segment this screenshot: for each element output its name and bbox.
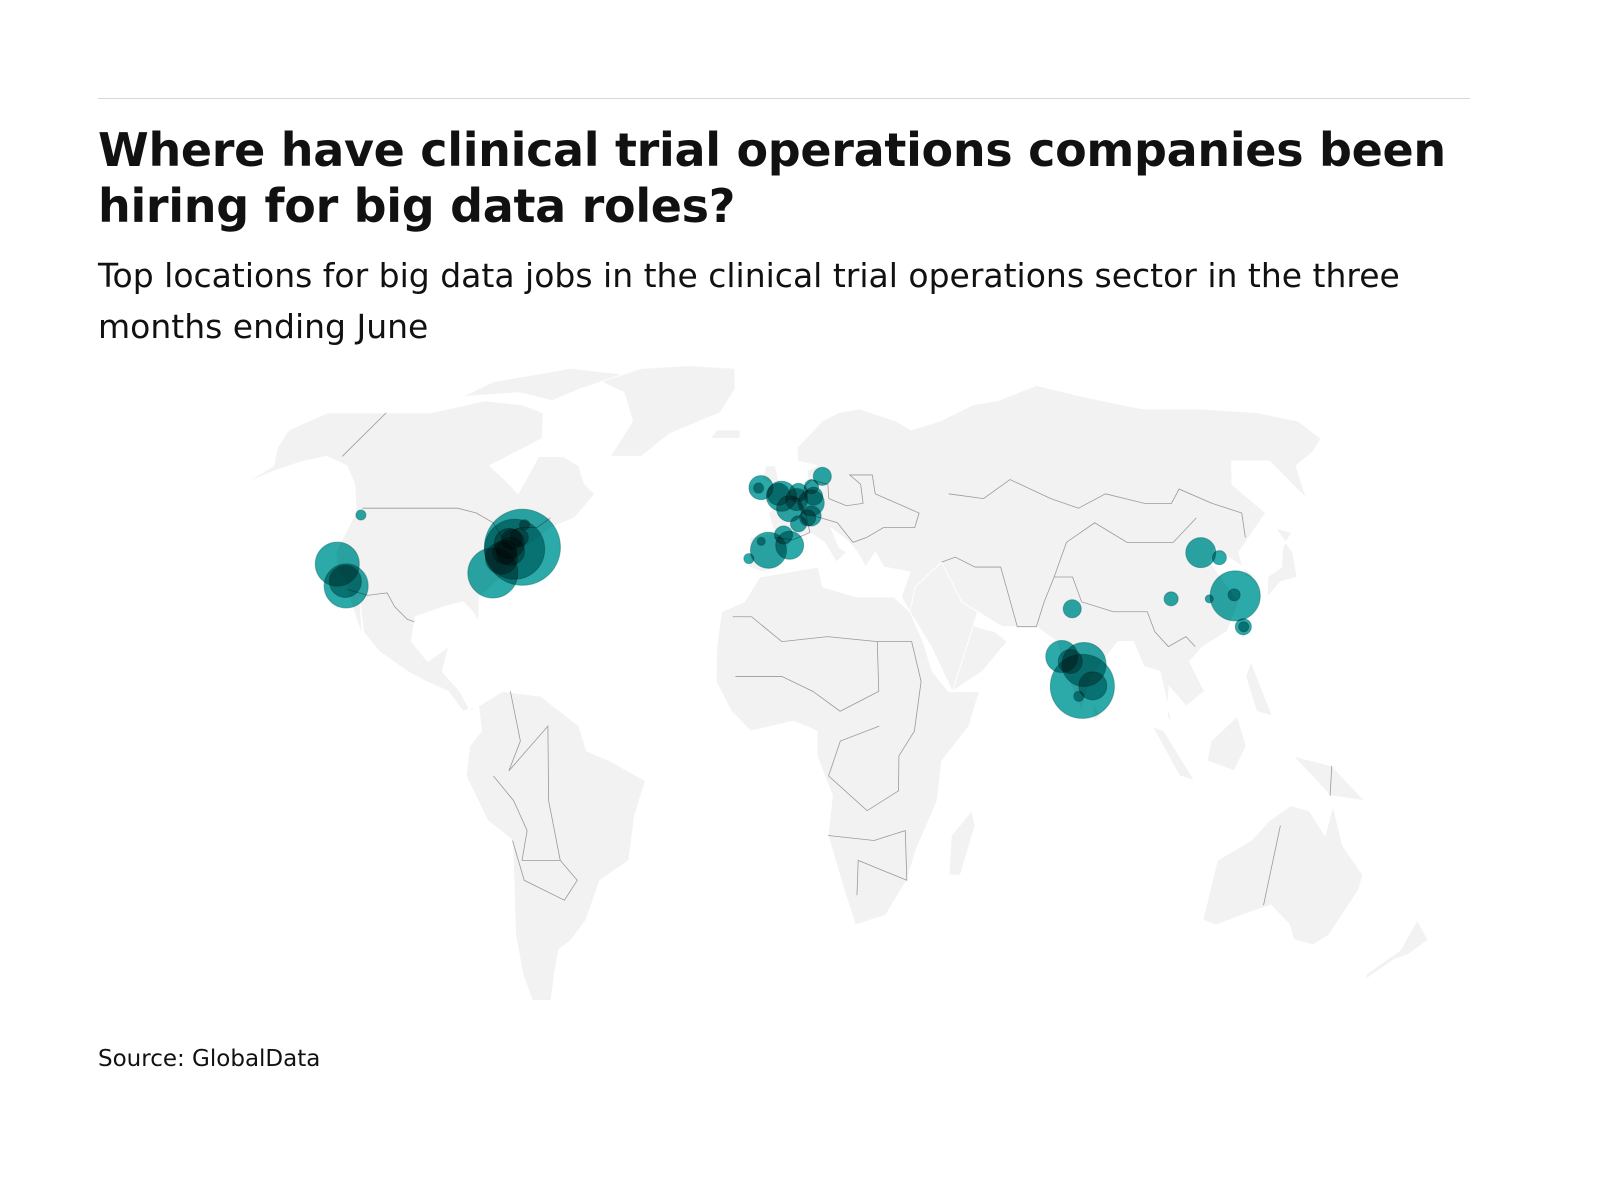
- landmass-africa: [715, 566, 981, 926]
- alaska-canada-border: [341, 412, 387, 457]
- landmass-greenland: [600, 364, 736, 457]
- south-america-borders: [492, 691, 561, 861]
- location-bubble[interactable]: [753, 482, 765, 494]
- landmass-australia: [1202, 805, 1364, 946]
- landmass-new-guinea: [1291, 755, 1367, 802]
- location-bubble[interactable]: [743, 553, 755, 565]
- location-bubble[interactable]: [812, 466, 832, 486]
- asia-borders: [941, 556, 1196, 648]
- location-bubble[interactable]: [790, 515, 808, 533]
- location-bubble[interactable]: [1204, 594, 1214, 604]
- location-bubble[interactable]: [1211, 550, 1227, 566]
- location-bubble[interactable]: [1227, 588, 1241, 602]
- asia-borders-3: [1053, 517, 1197, 578]
- africa-borders-2: [828, 641, 922, 812]
- landmass-iceland: [708, 429, 742, 440]
- south-america-borders-2: [512, 840, 578, 901]
- location-bubble[interactable]: [756, 536, 766, 546]
- world-map: [242, 364, 1429, 1000]
- location-bubble[interactable]: [803, 479, 819, 495]
- land-layer: [242, 364, 1429, 1000]
- landmass-canadian-arctic: [461, 367, 625, 402]
- location-bubble[interactable]: [519, 519, 531, 531]
- chart-title: Where have clinical trial operations com…: [98, 123, 1446, 233]
- asia-borders-2: [948, 479, 1246, 538]
- location-bubble[interactable]: [1073, 690, 1085, 702]
- landmass-south-america: [465, 690, 647, 1000]
- landmass-philippines: [1245, 660, 1274, 717]
- landmass-arabia-gap-fill: [909, 561, 979, 693]
- africa-borders: [732, 616, 880, 712]
- location-bubble[interactable]: [1078, 671, 1108, 701]
- landmass-madagascar: [948, 809, 976, 876]
- chart-subtitle: Top locations for big data jobs in the c…: [98, 256, 1400, 346]
- landmass-japan: [1266, 526, 1298, 599]
- location-bubble[interactable]: [1062, 599, 1082, 619]
- top-divider: [98, 98, 1470, 99]
- landmass-borneo: [1206, 715, 1247, 772]
- location-bubble[interactable]: [1238, 621, 1250, 633]
- bubble-layer: [314, 466, 1261, 719]
- location-bubble[interactable]: [1185, 537, 1217, 569]
- location-bubble[interactable]: [1163, 591, 1179, 607]
- papua-border: [1329, 765, 1333, 796]
- location-bubble[interactable]: [1057, 648, 1083, 674]
- landmass-new-zealand: [1365, 919, 1429, 981]
- location-bubble[interactable]: [509, 527, 529, 547]
- australia-borders: [1263, 825, 1281, 906]
- location-bubble[interactable]: [328, 564, 362, 598]
- landmass-eurasia: [748, 384, 1322, 747]
- source-note: Source: GlobalData: [98, 1046, 321, 1072]
- location-bubble[interactable]: [355, 509, 367, 521]
- landmass-sumatra: [1151, 725, 1196, 782]
- africa-borders-3: [827, 830, 908, 896]
- landmass-north-america: [242, 400, 596, 712]
- location-bubble[interactable]: [774, 525, 794, 545]
